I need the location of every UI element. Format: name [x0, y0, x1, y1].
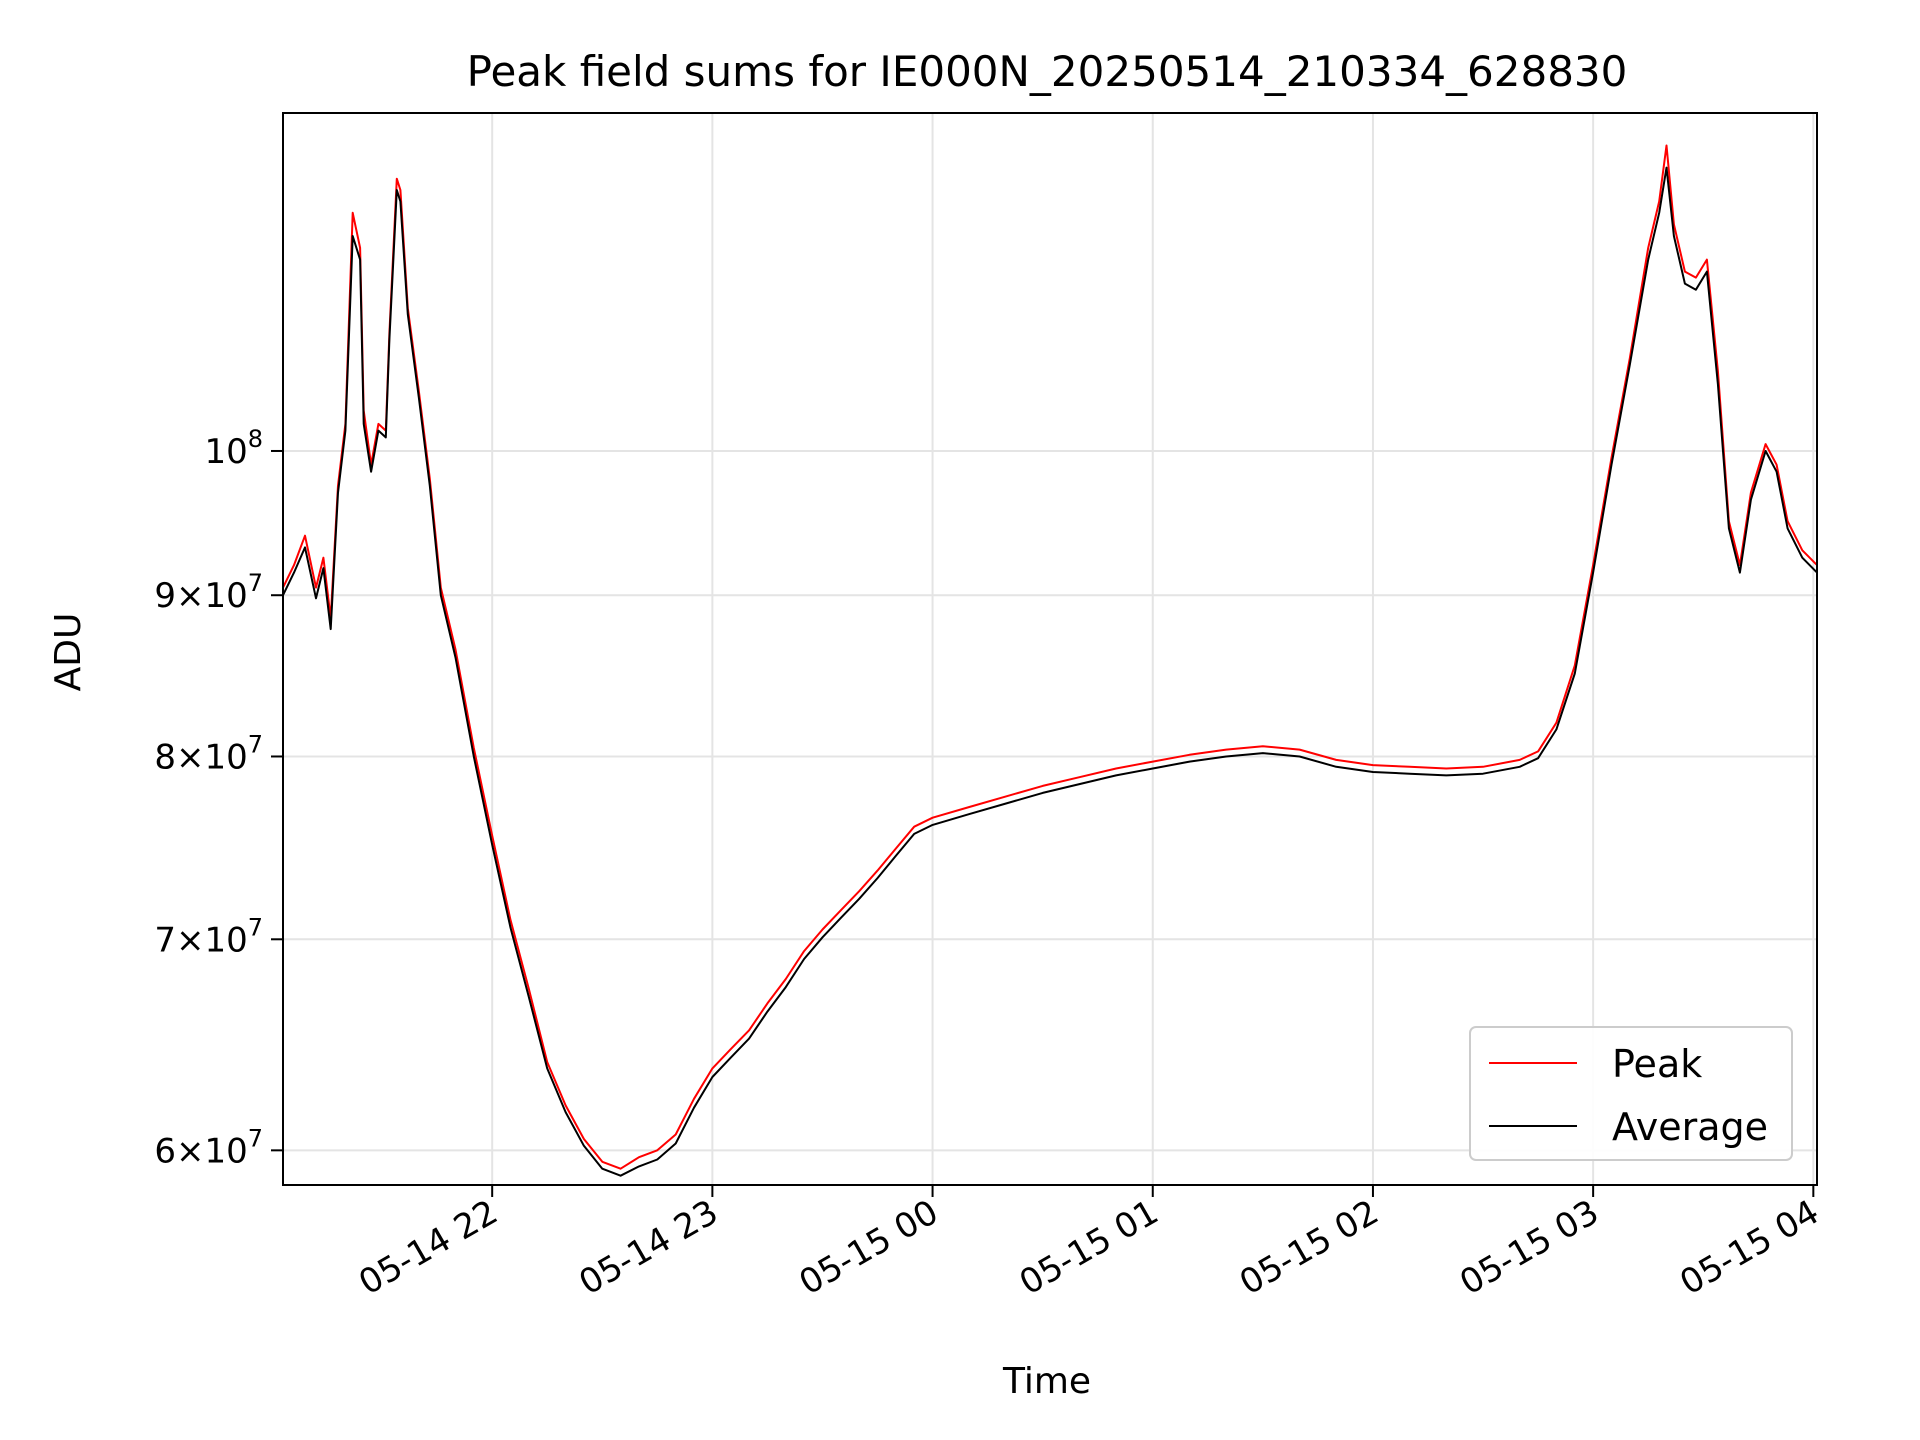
legend-label-average: Average [1612, 1105, 1768, 1149]
y-tick-label: 9×107 [154, 569, 263, 616]
series-layer [282, 144, 1818, 1177]
chart-title: Peak field sums for IE000N_20250514_2103… [467, 47, 1628, 96]
y-tick-label: 6×107 [154, 1124, 263, 1171]
y-axis-label: ADU [48, 613, 89, 692]
y-axis: 6×107 7×107 8×107 9×107 108 [154, 425, 283, 1171]
plot-frame [282, 112, 1818, 1186]
series-line-average [282, 166, 1818, 1177]
x-axis-label: Time [1002, 1361, 1091, 1402]
legend-label-peak: Peak [1612, 1042, 1702, 1086]
y-tick-label: 8×107 [154, 730, 263, 777]
y-tick-label: 7×107 [154, 913, 263, 960]
y-tick-label: 108 [204, 425, 263, 472]
grid [283, 113, 1817, 1185]
legend: Peak Average [1469, 1026, 1793, 1161]
